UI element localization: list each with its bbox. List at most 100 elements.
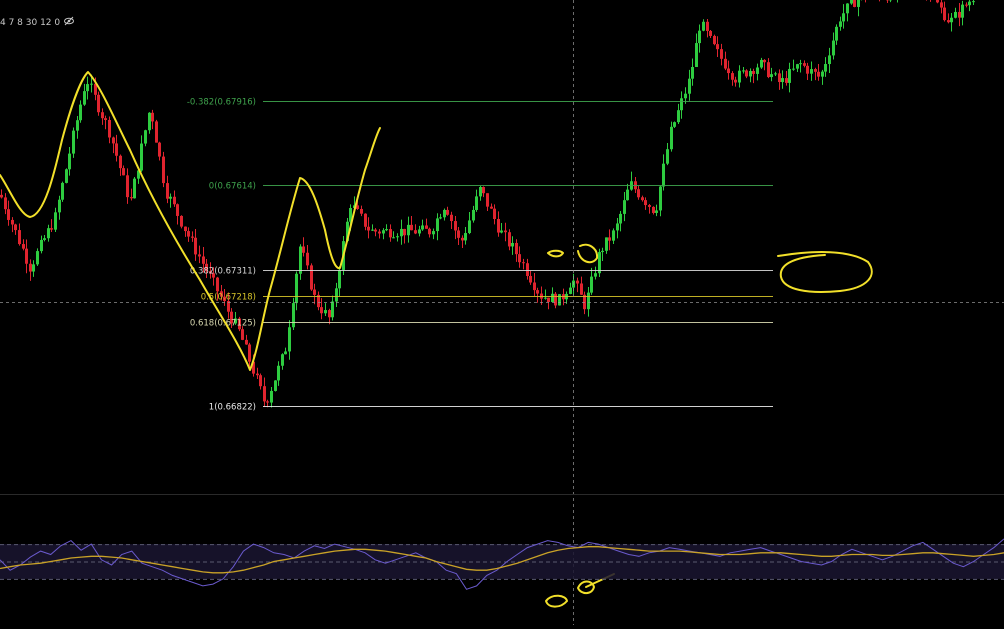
candle-body [22, 244, 25, 249]
candle-body [940, 2, 943, 7]
candle-body [454, 221, 457, 230]
candle-body [4, 197, 7, 209]
candle-body [187, 231, 190, 237]
candle-body [126, 175, 129, 197]
candle-body [72, 131, 75, 154]
candle-body [817, 72, 820, 77]
candle-body [173, 197, 176, 204]
candle-body [580, 283, 583, 294]
candle-body [36, 251, 39, 264]
candle-body [68, 154, 71, 170]
candle-body [176, 204, 179, 216]
candle-body [407, 225, 410, 235]
candle-body [846, 4, 849, 14]
candle-body [320, 307, 323, 313]
candle-body [612, 230, 615, 240]
candle-body [306, 253, 309, 266]
candle-body [554, 294, 557, 306]
candle-body [464, 233, 467, 240]
candle-body [551, 294, 554, 302]
candle-body [32, 264, 35, 271]
candle-body [439, 217, 442, 218]
candle-body [684, 94, 687, 99]
candle-body [256, 374, 259, 376]
candle-body [490, 207, 493, 209]
candle-body [115, 143, 118, 155]
candle-body [972, 1, 975, 2]
candle-body [86, 84, 89, 91]
fib-level-label: 1(0.66822) [209, 403, 256, 413]
candle-body [65, 169, 68, 183]
candle-body [954, 12, 957, 18]
candle-body [486, 193, 489, 206]
candle-body [688, 79, 691, 94]
candle-body [526, 263, 529, 276]
candle-body [133, 179, 136, 199]
candle-body [392, 237, 395, 238]
candle-body [842, 13, 845, 21]
candle-body [706, 22, 709, 31]
candle-body [284, 351, 287, 354]
candle-body [148, 113, 151, 130]
candle-body [742, 70, 745, 71]
candle-body [119, 156, 122, 168]
candle-body [853, 0, 856, 7]
candle-body [799, 63, 802, 64]
candle-body [248, 344, 251, 361]
hide-eye-icon[interactable] [64, 16, 74, 26]
candle-body [191, 237, 194, 238]
candle-body [79, 105, 82, 121]
candle-body [659, 187, 662, 211]
candle-body [436, 218, 439, 231]
candle-body [18, 230, 21, 244]
candle-body [950, 18, 953, 22]
candle-body [241, 329, 244, 340]
candle-body [824, 64, 827, 72]
candle-body [468, 220, 471, 233]
candle-body [947, 20, 950, 22]
candle-body [144, 130, 147, 143]
candle-body [691, 67, 694, 79]
candle-body [360, 209, 363, 214]
candle-body [83, 91, 86, 104]
candle-body [781, 78, 784, 82]
candle-body [43, 238, 46, 240]
candle-body [619, 214, 622, 224]
candle-body [508, 232, 511, 246]
candle-body [245, 340, 248, 345]
candle-body [752, 71, 755, 74]
candle-body [101, 112, 104, 118]
candle-body [713, 36, 716, 44]
candle-body [299, 247, 302, 274]
candle-body [382, 230, 385, 233]
candle-body [749, 71, 752, 76]
candle-body [511, 243, 514, 246]
fib-level-label: -0.382(0.67916) [187, 98, 256, 108]
candle-body [536, 290, 539, 293]
candle-body [616, 223, 619, 230]
candle-body [457, 230, 460, 237]
candle-body [608, 237, 611, 240]
candle-body [850, 0, 853, 4]
candle-body [292, 303, 295, 327]
candle-body [497, 219, 500, 233]
candle-body [432, 231, 435, 234]
candle-body [259, 375, 262, 386]
candle-body [792, 69, 795, 70]
candle-body [821, 72, 824, 77]
interval-label: 4 7 8 30 12 0 [0, 18, 60, 28]
candle-body [662, 164, 665, 187]
candle-body [29, 264, 32, 272]
candle-body [709, 31, 712, 36]
candle-body [371, 230, 374, 231]
candle-body [731, 73, 734, 80]
candle-body [576, 281, 579, 284]
candle-body [965, 5, 968, 6]
candle-body [702, 22, 705, 31]
candle-body [738, 71, 741, 83]
candle-body [529, 276, 532, 283]
candle-body [655, 210, 658, 213]
candle-body [695, 43, 698, 67]
